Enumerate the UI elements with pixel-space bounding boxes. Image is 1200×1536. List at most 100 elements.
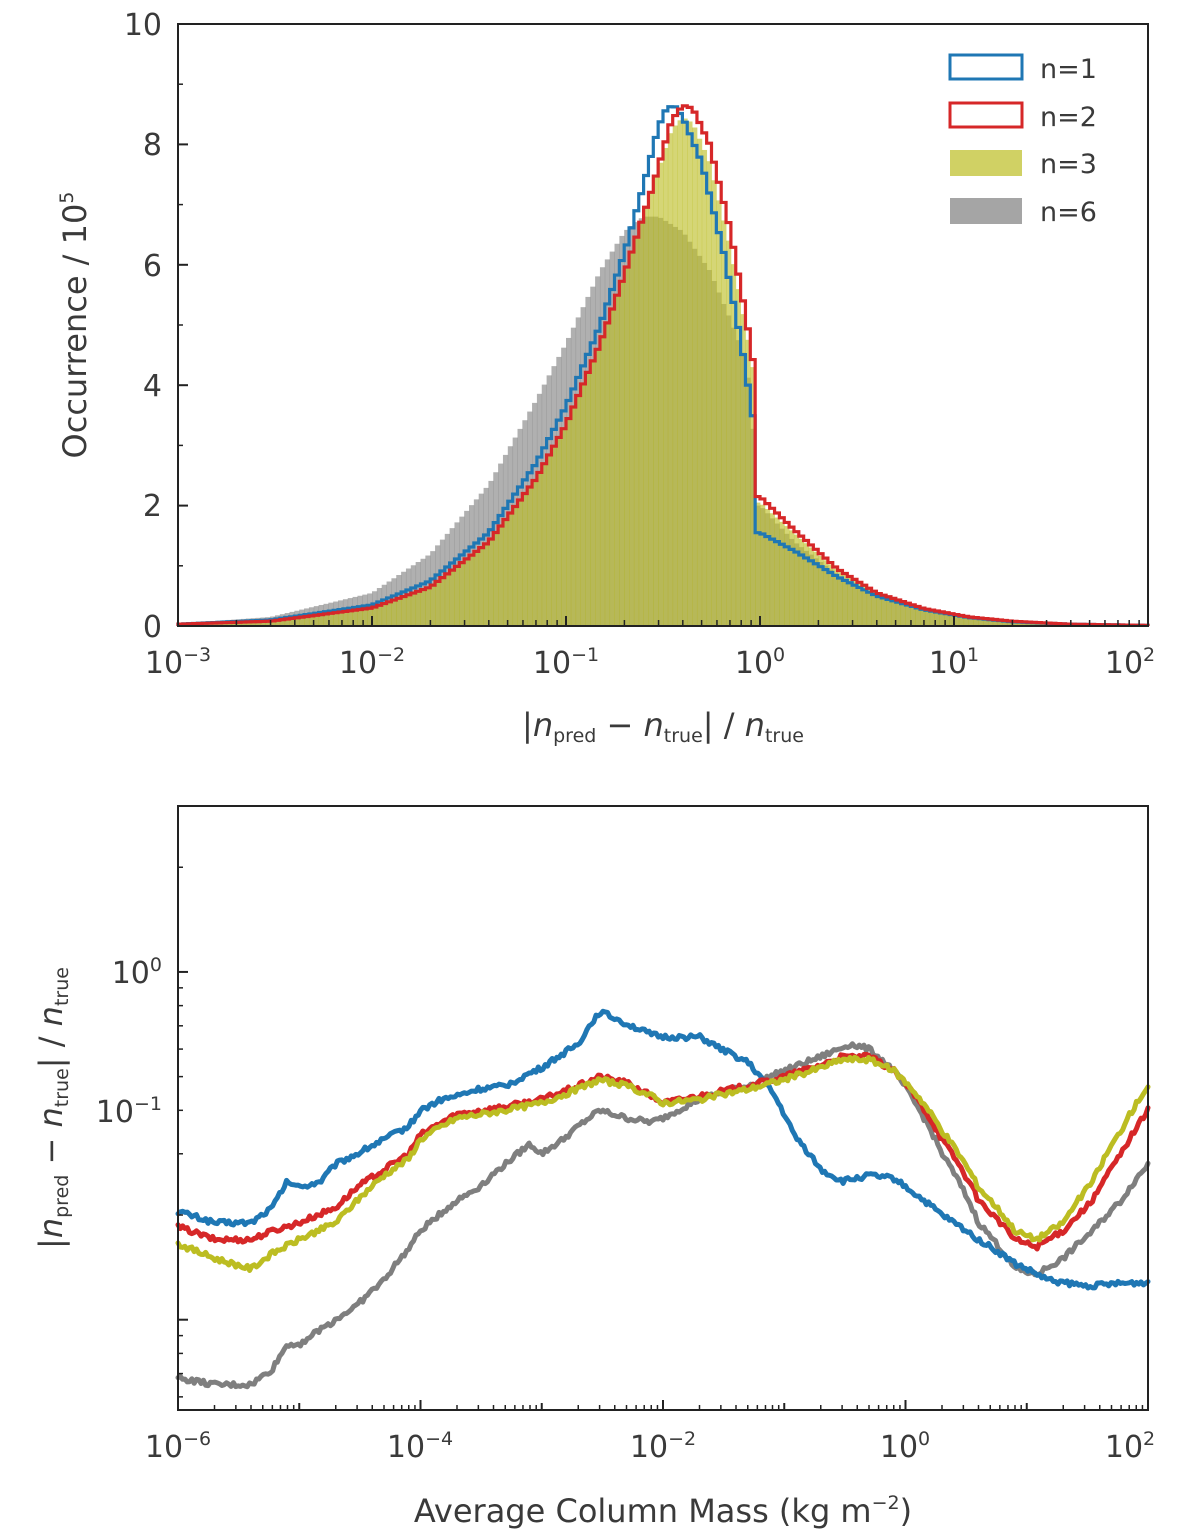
hist-bar-n3	[890, 598, 897, 626]
hist-bar-n3	[653, 177, 659, 627]
hist-bar-n3	[949, 614, 955, 626]
hist-bar-n3	[532, 480, 538, 626]
hist-bar-n3	[793, 534, 800, 626]
hist-bar-n3	[255, 621, 261, 626]
legend-label-n3: n=3	[1040, 149, 1097, 180]
hist-bar-n3	[861, 585, 868, 626]
hist-bar-n3	[454, 566, 460, 626]
legend-label-n1: n=1	[1040, 54, 1097, 85]
hist-bar-n3	[551, 446, 557, 626]
hist-ytick-label-0: 0	[143, 610, 162, 645]
hist-bar-n3	[420, 589, 426, 626]
hist-xtick-label: 10−2	[339, 644, 405, 681]
hist-bar-n3	[847, 577, 853, 626]
line-ytick-label: 100	[112, 954, 162, 991]
hist-bar-n3	[837, 572, 843, 626]
hist-bar-n3	[789, 530, 795, 626]
hist-bar-n3	[449, 570, 455, 626]
histogram-series-group	[176, 104, 1150, 627]
hist-bar-n3	[439, 577, 446, 626]
hist-bar-n3	[304, 616, 310, 626]
hist-bar-n3	[415, 591, 421, 626]
hist-bar-n3	[275, 620, 281, 626]
line-xtick-label: 100	[880, 1428, 930, 1465]
hist-bar-n3	[231, 622, 237, 626]
hist-bar-n3	[313, 615, 320, 626]
line-x-axis-title: Average Column Mass (kg m−2)	[414, 1492, 912, 1530]
hist-bar-n3	[279, 619, 286, 626]
hist-bar-n3	[444, 573, 450, 626]
hist-bar-n3	[561, 428, 567, 626]
hist-bar-n3	[342, 611, 349, 626]
hist-bar-n3	[308, 615, 315, 626]
hist-bar-n3	[507, 512, 514, 626]
hist-bar-n3	[410, 593, 417, 626]
hist-ytick-label-6: 6	[143, 249, 162, 284]
legend-swatch-n3	[950, 150, 1022, 176]
hist-bar-n3	[483, 543, 489, 626]
hist-bar-n3	[318, 614, 324, 626]
hist-bar-n3	[391, 600, 397, 626]
histogram-x-ticks: 10−3 10−2 10−1 100 101 102	[145, 644, 1155, 681]
hist-bar-n3	[813, 551, 819, 626]
hist-bar-n3	[764, 509, 771, 626]
hist-bar-n3	[245, 621, 252, 626]
hist-bar-n3	[566, 418, 572, 626]
hist-bar-n3	[745, 339, 751, 626]
hist-ytick-label-4: 4	[143, 369, 162, 404]
line-minor-ticks	[177, 805, 1149, 1410]
hist-bar-n3	[910, 605, 916, 626]
hist-bar-n3	[677, 120, 683, 626]
hist-bar-n3	[992, 620, 999, 626]
histogram-panel: 0 2 4 6 8 10 10−3 10−2 10−1 100 101 102 …	[56, 8, 1155, 747]
histogram-y-axis-title: Occurrence / 105	[56, 192, 94, 459]
hist-bar-n3	[658, 162, 664, 626]
hist-bar-n3	[575, 395, 581, 626]
hist-bar-n3	[333, 612, 339, 626]
line-xtick-label: 10−6	[145, 1428, 211, 1465]
histogram-y-ticks: 0 2 4 6 8 10	[124, 8, 162, 645]
hist-bar-n3	[696, 138, 703, 626]
hist-bar-n3	[260, 621, 266, 626]
hist-bar-n3	[924, 609, 931, 626]
hist-bar-n3	[866, 588, 872, 626]
hist-bar-n3	[939, 612, 945, 626]
hist-bar-n3	[372, 607, 378, 626]
hist-bar-n3	[857, 583, 863, 626]
hist-bar-n3	[512, 506, 518, 626]
hist-bar-n3	[284, 619, 290, 626]
hist-bar-n3	[493, 532, 499, 626]
hist-bar-n3	[338, 612, 344, 626]
line-panel: 100 10−1 10−6 10−4 10−2 100 102 Average …	[32, 805, 1155, 1530]
hist-bar-n3	[784, 526, 790, 626]
hist-bar-n3	[405, 594, 412, 626]
hist-bar-n3	[595, 349, 601, 626]
hist-bar-n3	[478, 547, 484, 626]
line-series-n6	[175, 1041, 1151, 1390]
hist-bar-n3	[352, 610, 358, 626]
hist-bar-n3	[808, 547, 814, 626]
hist-bar-n3	[609, 309, 615, 626]
hist-bar-n3	[541, 463, 547, 626]
hist-bar-n3	[978, 618, 984, 626]
hist-bar-n3	[963, 616, 969, 626]
hist-bar-n3	[886, 596, 892, 626]
hist-xtick-label: 102	[1105, 644, 1155, 681]
hist-bar-n3	[711, 180, 717, 626]
hist-bar-n3	[498, 526, 504, 626]
hist-bar-n3	[716, 200, 722, 626]
hist-bar-n3	[648, 192, 654, 626]
hist-bar-n3	[289, 618, 295, 626]
hist-bar-n3	[241, 622, 247, 626]
hist-bar-n3	[469, 555, 475, 626]
hist-bar-n3	[750, 367, 756, 626]
hist-bar-n3	[362, 608, 368, 626]
hist-bar-n3	[706, 161, 712, 626]
hist-bar-n3	[614, 295, 620, 626]
hist-bar-n3	[347, 610, 353, 626]
hist-bar-n3	[905, 603, 911, 626]
histogram-plot-frame	[177, 23, 1149, 627]
hist-bar-n3	[900, 601, 906, 626]
hist-bar-n3	[638, 222, 644, 627]
line-series-n1	[175, 1008, 1151, 1291]
